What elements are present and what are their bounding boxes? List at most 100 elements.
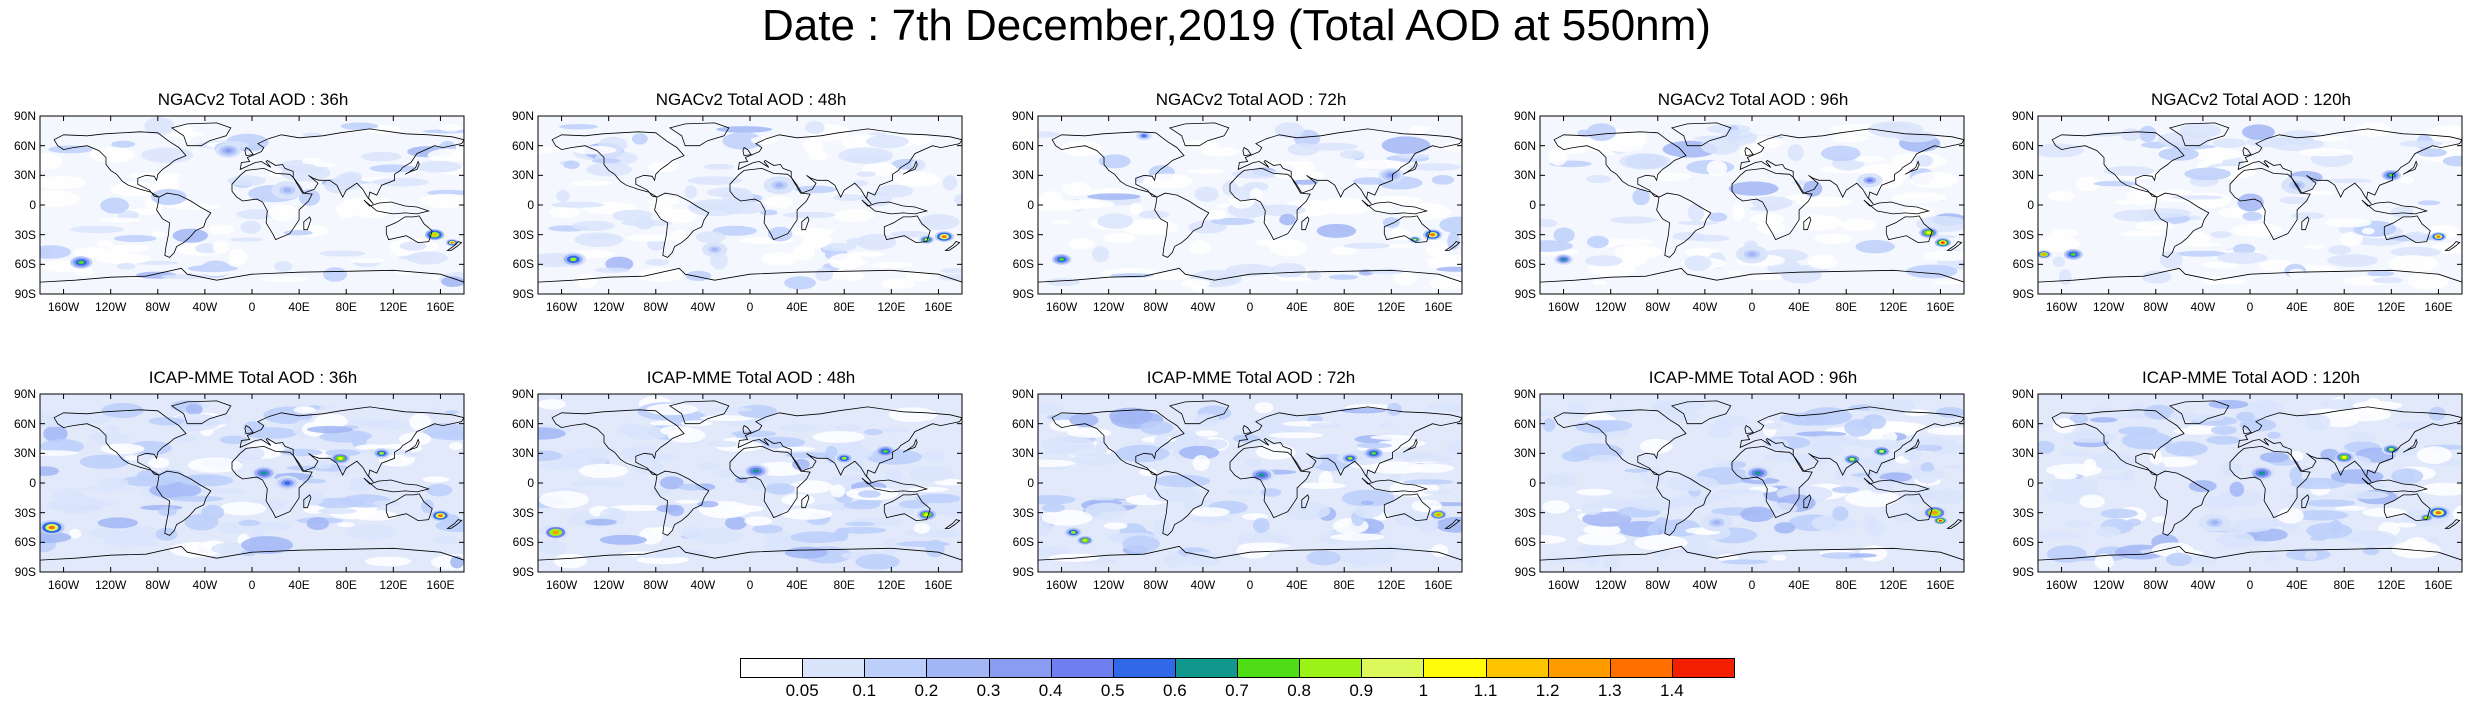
map-panel: NGACv2 Total AOD : 48h 90N 60N 30N 0 30S 60S 90… [498,90,964,314]
colorbar-label: 1.3 [1597,681,1622,700]
aod-patch [894,171,941,187]
colorbar-swatch [802,658,866,678]
lon-label: 80W [1645,578,1671,592]
aod-patch [314,162,336,168]
aod-patch [659,134,676,139]
aod-patch [1652,172,1693,182]
aod-patch [1728,181,1779,196]
aod-patch [2126,189,2158,205]
aod-patch [319,250,367,257]
aod-patch [659,476,684,490]
aod-patch [2405,231,2427,242]
aod-patch [2253,400,2279,415]
coastline-madagascar [801,216,810,231]
aod-map [2037,115,2463,295]
coastline-indonesia [861,199,929,215]
coastline-eurasia [1739,128,1964,205]
panel-title: ICAP-MME Total AOD : 96h [1648,368,1858,387]
aod-patch [857,490,881,498]
aod-patch [763,530,793,543]
aod-patch [1585,175,1612,184]
aod-patch [1540,535,1566,545]
lon-label: 80E [833,578,855,592]
aod-patch [2058,269,2072,285]
aod-patch [1360,500,1374,506]
coastline-north-america [1553,131,1687,198]
aod-patch [1732,203,1745,221]
lon-label: 40E [1286,578,1308,592]
aod-patch [240,220,262,234]
aod-patch [2259,452,2289,463]
aod-patch [1384,244,1416,249]
coastline-africa [231,445,313,519]
aod-patch [1274,170,1326,180]
coastline-eurasia [1739,406,1964,483]
aod-patch [1163,552,1186,568]
aod-patch [692,528,743,544]
aod-patch [538,399,566,410]
lon-label: 40W [1190,300,1216,314]
coastline-south-america [156,470,212,536]
colorbar-label: 1 [1418,681,1429,700]
aod-patch [2190,147,2243,161]
aod-patch [938,274,962,281]
aod-patch [687,176,743,185]
lon-label: 120W [2092,300,2125,314]
aod-patch [765,483,796,495]
aod-patch [1639,438,1673,454]
aod-patch [888,407,938,422]
aod-patch [1284,502,1331,520]
aod-hotspot [1430,233,1435,237]
lat-label: 60N [2011,138,2034,153]
aod-hotspot [48,525,55,530]
aod-patch [1239,542,1290,550]
coastline-japan [902,160,918,175]
aod-patch [1647,524,1660,536]
coastline-new-zealand [2444,241,2461,251]
coastline-greenland [668,122,730,147]
aod-patch [323,267,348,282]
aod-hotspot [1938,519,1942,522]
aod-patch [631,458,663,475]
aod-patch [845,521,875,526]
aod-hotspot [711,247,718,252]
lon-label: 160W [1045,300,1078,314]
aod-hotspot [2341,455,2347,459]
aod-patch [1915,444,1943,452]
aod-patch [449,442,463,451]
aod-patch [626,234,674,242]
aod-patch [1687,203,1705,222]
aod-hotspot [1347,456,1353,460]
aod-patch [1906,264,1958,279]
coastline-indonesia [363,199,431,215]
aod-patch [571,220,615,231]
lat-label: 0 [1027,476,1034,490]
aod-patch [1932,489,1964,505]
colorbar-label: 0.5 [1100,681,1125,700]
aod-patch [1298,482,1346,489]
lon-label: 40E [288,578,310,592]
aod-patch [2121,431,2173,450]
colorbar-swatch [1112,658,1176,678]
aod-patch [1926,426,1964,436]
coastline-australia [1885,215,1933,244]
lat-label: 30S [512,227,534,242]
coastline-greenland [1670,122,1732,147]
lat-label: 90N [1011,387,1034,401]
coastline-madagascar [2301,494,2310,509]
coastline-eurasia [2237,406,2462,483]
aod-patch [1228,488,1255,496]
aod-patch [198,488,246,494]
aod-patch [881,427,909,433]
coastline-africa [2229,445,2311,519]
aod-patch [846,238,866,246]
aod-patch [591,158,621,164]
aod-patch [2239,418,2277,432]
aod-patch [2399,140,2443,147]
aod-patch [119,526,163,543]
coastline-south-america [654,470,710,536]
colorbar-swatch [1237,658,1301,678]
aod-patch [1409,127,1427,135]
lon-label: 160W [545,578,578,592]
aod-patch [2064,520,2092,528]
